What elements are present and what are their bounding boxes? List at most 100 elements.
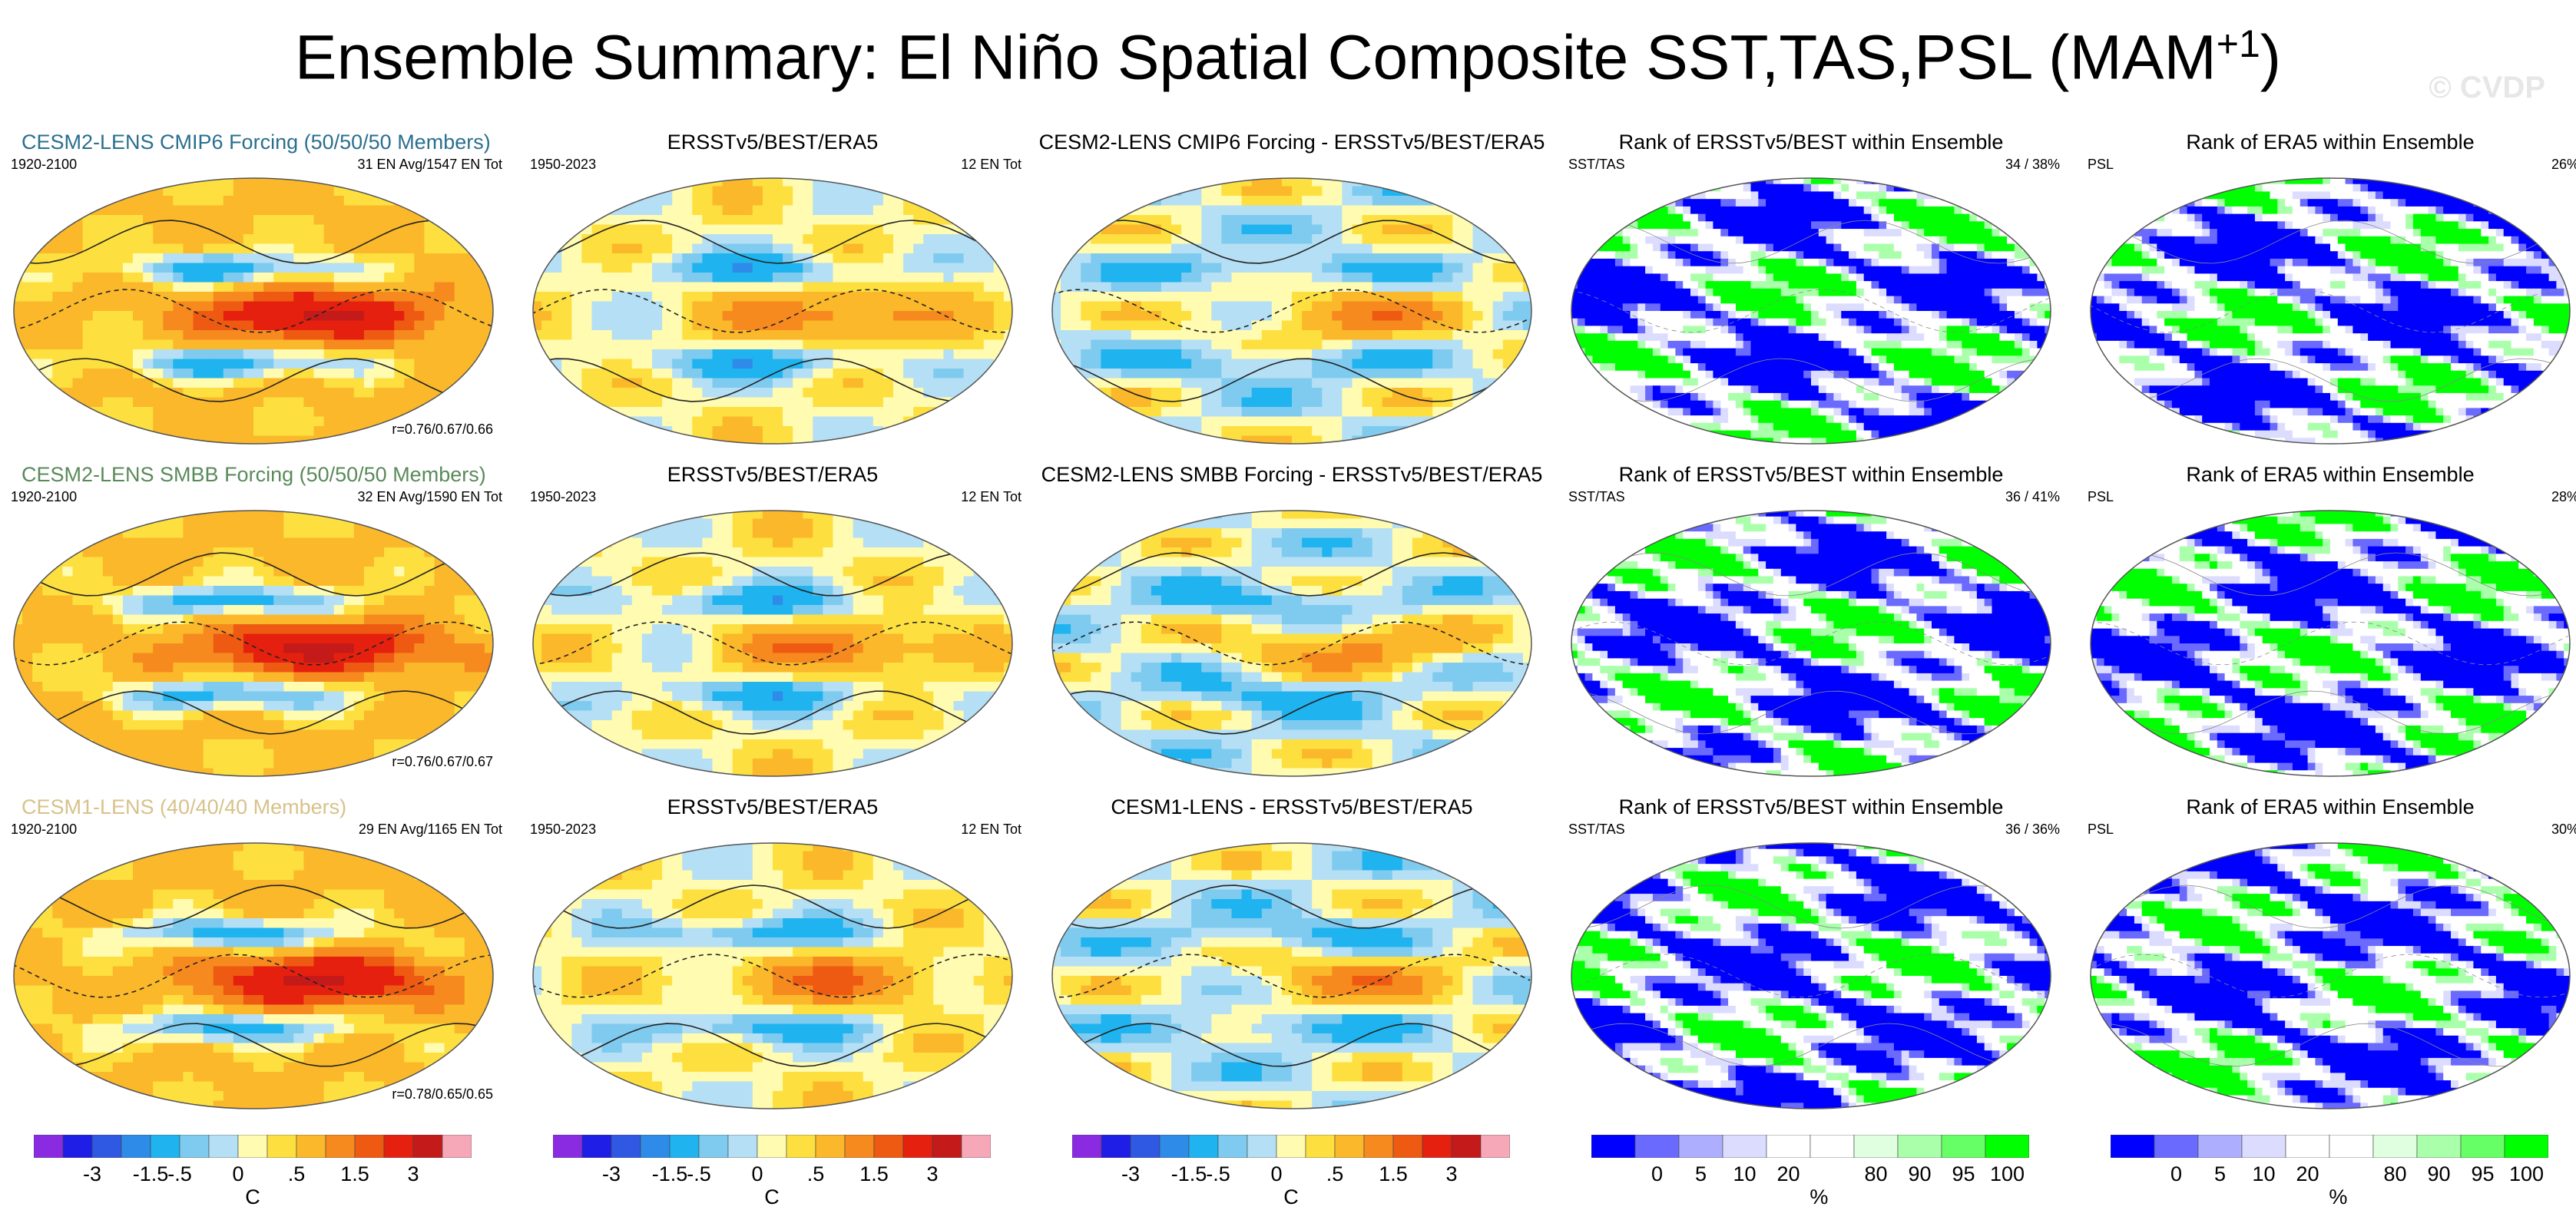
colorbar-swatch	[640, 1135, 670, 1158]
panel-count-label: 36 / 36%	[2005, 822, 2060, 838]
map-area	[2089, 177, 2571, 445]
colorbar-swatch	[698, 1135, 729, 1158]
colorbar-swatch	[2372, 1135, 2418, 1158]
map-area	[1570, 509, 2052, 778]
panel-model-row3: CESM1-LENS (40/40/40 Members) 1920-2100 29…	[0, 795, 507, 1118]
panel-obs-row2: ERSSTv5/BEST/ERA5 1950-2023 12 EN Tot	[519, 463, 1026, 785]
panel-diff-row2: CESM2-LENS SMBB Forcing - ERSSTv5/BEST/E…	[1038, 463, 1545, 785]
colorbar-tick: 100	[2509, 1162, 2544, 1186]
map-area	[1051, 841, 1533, 1110]
map-area	[12, 841, 495, 1110]
colorbar-tick: -3	[83, 1162, 101, 1186]
rank2-map	[2090, 842, 2571, 1109]
colorbar-swatch	[757, 1135, 787, 1158]
map-area	[12, 177, 495, 445]
colorbar-swatch	[150, 1135, 180, 1158]
colorbar-tick: 20	[2296, 1162, 2319, 1186]
panel-period-label: PSL	[2088, 822, 2114, 838]
colorbar-swatch	[1766, 1135, 1811, 1158]
colorbar-tick: 90	[1908, 1162, 1931, 1186]
colorbar-swatch	[1985, 1135, 2029, 1158]
colorbar-tick: .5	[1326, 1162, 1344, 1186]
colorbar-swatch	[1363, 1135, 1394, 1158]
model-map	[13, 510, 494, 777]
colorbar-tick: 0	[232, 1162, 243, 1186]
colorbar-tick: -.5	[1206, 1162, 1230, 1186]
panel-count-label: 34 / 38%	[2005, 157, 2060, 173]
colorbar-swatch	[383, 1135, 414, 1158]
colorbar-tick: -3	[1121, 1162, 1140, 1186]
map-area	[531, 177, 1014, 445]
colorbar-tick: 90	[2427, 1162, 2450, 1186]
panel-period-label: 1920-2100	[11, 157, 77, 173]
panel-diff-row3: CESM1-LENS - ERSSTv5/BEST/ERA5	[1038, 795, 1545, 1118]
diff-map	[1051, 177, 1532, 445]
temperature-colorbar: -3 -1.5 -.5 0 .5 1.5 3 C	[553, 1135, 991, 1212]
panel-title: ERSSTv5/BEST/ERA5	[519, 131, 1026, 154]
colorbar-swatch	[2285, 1135, 2330, 1158]
colorbar-swatch	[553, 1135, 583, 1158]
colorbar-swatch	[1678, 1135, 1723, 1158]
panel-obs-row1: ERSSTv5/BEST/ERA5 1950-2023 12 EN Tot	[519, 131, 1026, 453]
rank-colorbar: 0 5 10 20 80 90 95 100%	[2111, 1135, 2548, 1212]
panel-rank2-row2: Rank of ERA5 within Ensemble PSL 28%	[2077, 463, 2576, 785]
map-area	[1570, 177, 2052, 445]
colorbar-swatch	[2241, 1135, 2286, 1158]
colorbar-swatch	[62, 1135, 93, 1158]
colorbar-swatch	[2504, 1135, 2548, 1158]
colorbar-swatch	[121, 1135, 151, 1158]
colorbar-tick: 1.5	[340, 1162, 369, 1186]
colorbar-swatch	[1188, 1135, 1219, 1158]
colorbar-tick: 95	[2471, 1162, 2494, 1186]
colorbar-tick: -1.5	[133, 1162, 169, 1186]
panel-title: CESM1-LENS (40/40/40 Members)	[22, 795, 528, 819]
colorbar-tick: 5	[2214, 1162, 2226, 1186]
panel-period-label: PSL	[2088, 157, 2114, 173]
colorbar-swatch	[1451, 1135, 1482, 1158]
pattern-correlation: r=0.76/0.67/0.67	[392, 754, 493, 770]
colorbar-swatch	[786, 1135, 816, 1158]
colorbar-swatch	[844, 1135, 875, 1158]
colorbar-swatch	[325, 1135, 356, 1158]
panel-count-label: 30%	[2551, 822, 2576, 838]
map-area	[1570, 841, 2052, 1110]
model-map	[13, 177, 494, 445]
colorbar-tick: 3	[926, 1162, 938, 1186]
colorbar-swatch	[932, 1135, 962, 1158]
colorbar-tick: 0	[751, 1162, 763, 1186]
map-area	[12, 509, 495, 778]
map-area	[2089, 509, 2571, 778]
colorbar-tick: 0	[2170, 1162, 2182, 1186]
panel-model-row2: CESM2-LENS SMBB Forcing (50/50/50 Member…	[0, 463, 507, 785]
panel-title: Rank of ERSSTv5/BEST within Ensemble	[1558, 131, 2064, 154]
colorbar-swatch	[1591, 1135, 1636, 1158]
panel-count-label: 28%	[2551, 489, 2576, 505]
pattern-correlation: r=0.76/0.67/0.66	[392, 422, 493, 438]
panel-diff-row1: CESM2-LENS CMIP6 Forcing - ERSSTv5/BEST/…	[1038, 131, 1545, 453]
colorbar-tick: 10	[1733, 1162, 1756, 1186]
colorbar-swatch	[1247, 1135, 1277, 1158]
colorbar-tick: 3	[1445, 1162, 1457, 1186]
colorbar-swatch	[815, 1135, 846, 1158]
colorbar-swatch	[873, 1135, 904, 1158]
colorbar-swatch	[611, 1135, 641, 1158]
colorbar-tick: 80	[1864, 1162, 1887, 1186]
panel-title: CESM2-LENS SMBB Forcing - ERSSTv5/BEST/E…	[1038, 463, 1545, 487]
colorbar-swatch	[354, 1135, 385, 1158]
panel-title: CESM1-LENS - ERSSTv5/BEST/ERA5	[1038, 795, 1545, 819]
colorbar-swatch	[961, 1135, 991, 1158]
panel-rank1-row2: Rank of ERSSTv5/BEST within Ensemble SST/…	[1558, 463, 2064, 785]
colorbar-tick: .5	[807, 1162, 825, 1186]
colorbar-tick: -.5	[167, 1162, 192, 1186]
panel-title: Rank of ERA5 within Ensemble	[2077, 463, 2576, 487]
colorbar-tick: 10	[2252, 1162, 2275, 1186]
colorbar-swatch	[1722, 1135, 1767, 1158]
obs-map	[532, 177, 1013, 445]
colorbar-swatch	[2154, 1135, 2199, 1158]
panel-title: CESM2-LENS CMIP6 Forcing (50/50/50 Membe…	[22, 131, 528, 154]
colorbar-tick: 5	[1695, 1162, 1707, 1186]
panel-count-label: 31 EN Avg/1547 EN Tot	[358, 157, 502, 173]
panel-title: ERSSTv5/BEST/ERA5	[519, 463, 1026, 487]
panel-rank1-row1: Rank of ERSSTv5/BEST within Ensemble SST/…	[1558, 131, 2064, 453]
colorbar-swatch	[1392, 1135, 1423, 1158]
